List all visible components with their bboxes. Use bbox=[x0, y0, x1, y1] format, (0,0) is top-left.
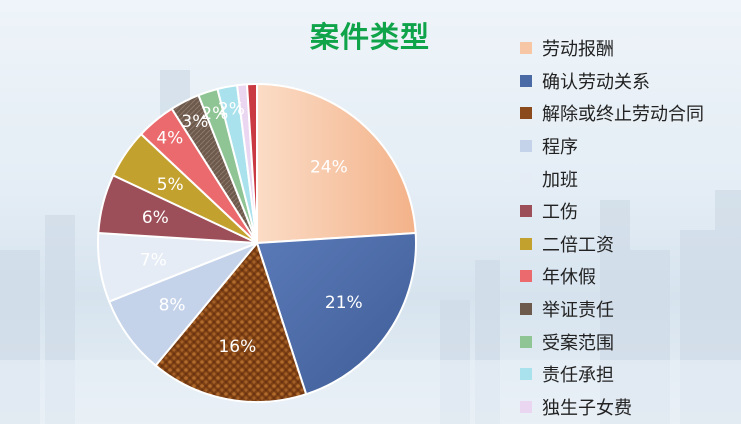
legend-swatch bbox=[520, 107, 532, 120]
slice-percent-label: 4% bbox=[156, 129, 183, 149]
legend-label: 受案范围 bbox=[542, 332, 614, 354]
slice-percent-label: 2% bbox=[218, 100, 245, 120]
legend-label: 程序 bbox=[542, 137, 578, 159]
legend-item: 受案范围 bbox=[520, 325, 704, 358]
legend-swatch bbox=[520, 42, 532, 55]
legend-swatch bbox=[520, 140, 532, 153]
legend-label: 独生子女费 bbox=[542, 397, 632, 419]
pie-slice bbox=[245, 82, 258, 244]
legend-swatch bbox=[520, 303, 532, 316]
slice-percent-label: 8% bbox=[159, 296, 186, 316]
legend-swatch bbox=[520, 270, 532, 283]
pie-slice bbox=[255, 231, 417, 396]
legend-item: 二倍工资 bbox=[520, 228, 704, 261]
legend-item: 责任承担 bbox=[520, 358, 704, 391]
legend-swatch bbox=[520, 400, 532, 413]
slice-percent-label: 6% bbox=[142, 208, 169, 228]
slice-percent-label: 24% bbox=[310, 158, 348, 178]
legend-label: 加班 bbox=[542, 169, 578, 191]
legend-swatch bbox=[520, 335, 532, 348]
legend-item: 加班 bbox=[520, 162, 704, 195]
legend-swatch bbox=[520, 172, 532, 185]
legend-label: 工伤 bbox=[542, 202, 578, 224]
legend-swatch bbox=[520, 205, 532, 218]
pie-slice bbox=[154, 240, 308, 403]
legend-item: 独生子女费 bbox=[520, 391, 704, 424]
legend-item: 劳动报酬 bbox=[520, 32, 704, 65]
slice-percent-label: 16% bbox=[218, 337, 256, 357]
legend-item: 工伤 bbox=[520, 195, 704, 228]
legend-label: 劳动报酬 bbox=[542, 39, 614, 61]
slice-percent-label: 7% bbox=[140, 250, 167, 270]
legend-item: 举证责任 bbox=[520, 293, 704, 326]
legend-swatch bbox=[520, 368, 532, 381]
pie-slice bbox=[256, 82, 417, 245]
slice-percent-label: 5% bbox=[157, 175, 184, 195]
legend-item: 确认劳动关系 bbox=[520, 65, 704, 98]
legend-label: 举证责任 bbox=[542, 300, 614, 322]
legend-label: 年休假 bbox=[542, 267, 596, 289]
legend-label: 解除或终止劳动合同 bbox=[542, 104, 704, 126]
legend: 劳动报酬确认劳动关系解除或终止劳动合同 程序加班工伤二倍工资年休假举证责任受案范围… bbox=[520, 32, 704, 423]
legend-label: 确认劳动关系 bbox=[542, 71, 650, 93]
slice-percent-label: 2% bbox=[201, 104, 228, 124]
legend-item: 程序 bbox=[520, 130, 704, 163]
slice-percent-label: 21% bbox=[325, 293, 363, 313]
legend-item: 解除或终止劳动合同 bbox=[520, 97, 704, 130]
legend-item: 年休假 bbox=[520, 260, 704, 293]
legend-label: 责任承担 bbox=[542, 365, 614, 387]
legend-swatch bbox=[520, 237, 532, 250]
chart-title: 案件类型 bbox=[309, 20, 430, 54]
legend-label: 二倍工资 bbox=[542, 234, 614, 256]
slice-percent-label: 3% bbox=[181, 112, 208, 132]
legend-swatch bbox=[520, 74, 532, 87]
